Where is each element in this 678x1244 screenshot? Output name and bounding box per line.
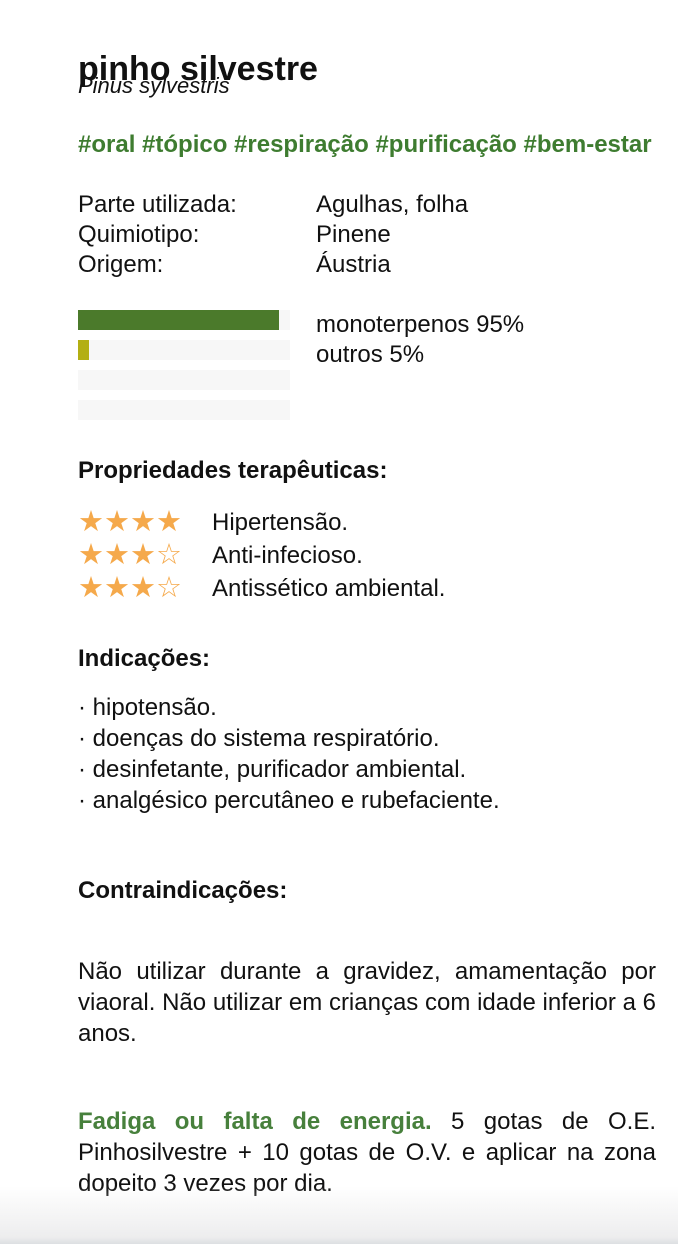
star-rating: ★★★☆ <box>78 572 182 604</box>
property-label: Anti-infecioso. <box>212 541 363 569</box>
bar-track <box>78 310 290 330</box>
bar-track <box>78 400 290 420</box>
details-label: Quimiotipo: <box>78 221 200 248</box>
indication-item: · hipotensão. <box>78 694 217 721</box>
bar-label: outros 5% <box>316 341 425 368</box>
bar-fill-monoterpenos <box>78 310 280 330</box>
contraindications-heading: Contraindicações: <box>78 877 288 904</box>
star-rating: ★★★★ <box>78 506 182 538</box>
composition-bars <box>78 310 290 430</box>
details-label: Parte utilizada: <box>78 191 237 218</box>
indication-item: · analgésico percutâneo e rubefaciente. <box>78 787 500 814</box>
page-title: pinho silvestre <box>78 49 318 88</box>
bar-track <box>78 370 290 390</box>
details-value: Agulhas, folha <box>316 191 469 218</box>
details-row: Origem: Áustria <box>78 250 656 280</box>
property-row: ★★★☆ Anti-infecioso. <box>78 539 656 572</box>
properties-list: ★★★★ Hipertensão. ★★★☆ Anti-infecioso. ★★★☆ A… <box>78 506 656 605</box>
usage-lead: Fadiga ou falta de energia. <box>78 1108 432 1135</box>
composition-labels: monoterpenos 95% outros 5% <box>316 310 524 370</box>
details-label: Origem: <box>78 251 164 278</box>
contraindications-text: Não utilizar durante a gravidez, amament… <box>78 958 656 1047</box>
property-label: Antissético ambiental. <box>212 574 446 602</box>
details-value: Pinene <box>316 221 391 248</box>
botanical-name: Pinus sylvestris <box>78 73 230 98</box>
star-rating: ★★★☆ <box>78 539 182 571</box>
indication-item: · desinfetante, purificador ambiental. <box>78 756 467 783</box>
properties-heading: Propriedades terapêuticas: <box>78 457 388 484</box>
bar-label: monoterpenos 95% <box>316 311 525 338</box>
bottom-fade-bar <box>0 1186 678 1244</box>
indications-heading: Indicações: <box>78 645 211 672</box>
indications-list: · hipotensão. · doenças do sistema respir… <box>78 692 656 816</box>
property-row: ★★★★ Hipertensão. <box>78 506 656 539</box>
bar-track <box>78 340 290 360</box>
bar-fill-outros <box>78 340 89 360</box>
property-row: ★★★☆ Antissético ambiental. <box>78 572 656 605</box>
composition-chart: monoterpenos 95% outros 5% <box>78 310 656 430</box>
details-row: Quimiotipo: Pinene <box>78 220 656 250</box>
details-value: Áustria <box>316 251 391 278</box>
indication-item: · doenças do sistema respiratório. <box>78 725 440 752</box>
property-label: Hipertensão. <box>212 508 349 536</box>
hashtags: #oral #tópico #respiração #purificação #… <box>78 131 652 158</box>
details-row: Parte utilizada: Agulhas, folha <box>78 190 656 220</box>
details-table: Parte utilizada: Agulhas, folha Quimiotipo… <box>78 190 656 280</box>
